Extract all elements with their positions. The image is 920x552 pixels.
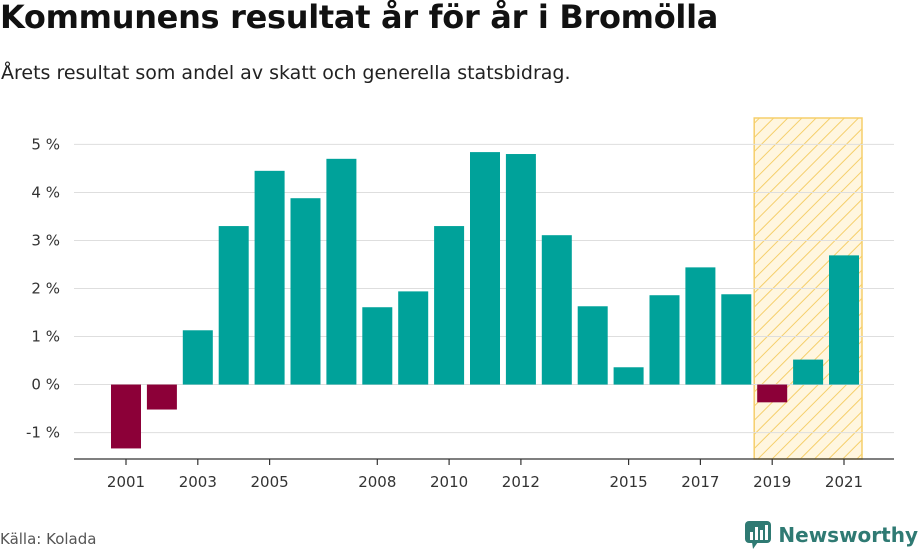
- x-tick-label: 2017: [681, 473, 719, 491]
- bar-2002: [146, 384, 177, 410]
- x-tick-label: 2008: [358, 473, 396, 491]
- y-tick-label: 3 %: [31, 231, 60, 249]
- bar-2009: [398, 291, 429, 385]
- x-tick-label: 2015: [610, 473, 648, 491]
- bar-2006: [290, 198, 321, 385]
- chart-subtitle: Årets resultat som andel av skatt och ge…: [1, 62, 571, 84]
- chat-bar-chart-icon: [745, 521, 772, 549]
- bar-2012: [505, 154, 536, 385]
- bar-chart: -1 % 0 % 1 % 2 % 3 % 4 % 5 % 2001 2003 2005 2008 2…: [26, 117, 894, 491]
- x-tick-label: 2005: [251, 473, 289, 491]
- y-tick-label: 0 %: [31, 376, 60, 394]
- bar-2019: [757, 384, 788, 403]
- y-tick-label: 2 %: [31, 280, 60, 298]
- bar-2011: [470, 152, 500, 385]
- bar-2010: [434, 226, 465, 385]
- bar-2015: [613, 367, 644, 385]
- bar-2004: [218, 226, 249, 385]
- bar-2017: [685, 267, 716, 385]
- bar-2020: [793, 359, 824, 385]
- bar-2021: [829, 255, 859, 385]
- chart-title: Kommunens resultat år för år i Bromölla: [0, 0, 719, 36]
- y-tick-label: -1 %: [26, 424, 60, 442]
- bar-2001: [111, 384, 141, 449]
- bar-2014: [577, 306, 608, 385]
- bar-2007: [326, 158, 357, 385]
- bar-2013: [541, 235, 572, 385]
- bar-2016: [649, 295, 680, 385]
- y-tick-label: 4 %: [31, 183, 60, 201]
- x-tick-label: 2010: [430, 473, 468, 491]
- x-tick-label: 2012: [502, 473, 540, 491]
- x-tick-label: 2003: [179, 473, 217, 491]
- bar-2003: [182, 330, 213, 385]
- bar-2018: [721, 294, 752, 385]
- brand-name: Newsworthy: [778, 523, 918, 547]
- y-tick-label: 5 %: [31, 135, 60, 153]
- y-tick-label: 1 %: [31, 328, 60, 346]
- brand-logo: Newsworthy: [744, 518, 918, 552]
- bar-2005: [254, 170, 285, 385]
- source-note: Källa: Kolada: [0, 530, 97, 548]
- x-tick-label: 2001: [107, 473, 145, 491]
- bar-2008: [362, 307, 393, 385]
- x-tick-label: 2021: [825, 473, 863, 491]
- x-tick-label: 2019: [753, 473, 791, 491]
